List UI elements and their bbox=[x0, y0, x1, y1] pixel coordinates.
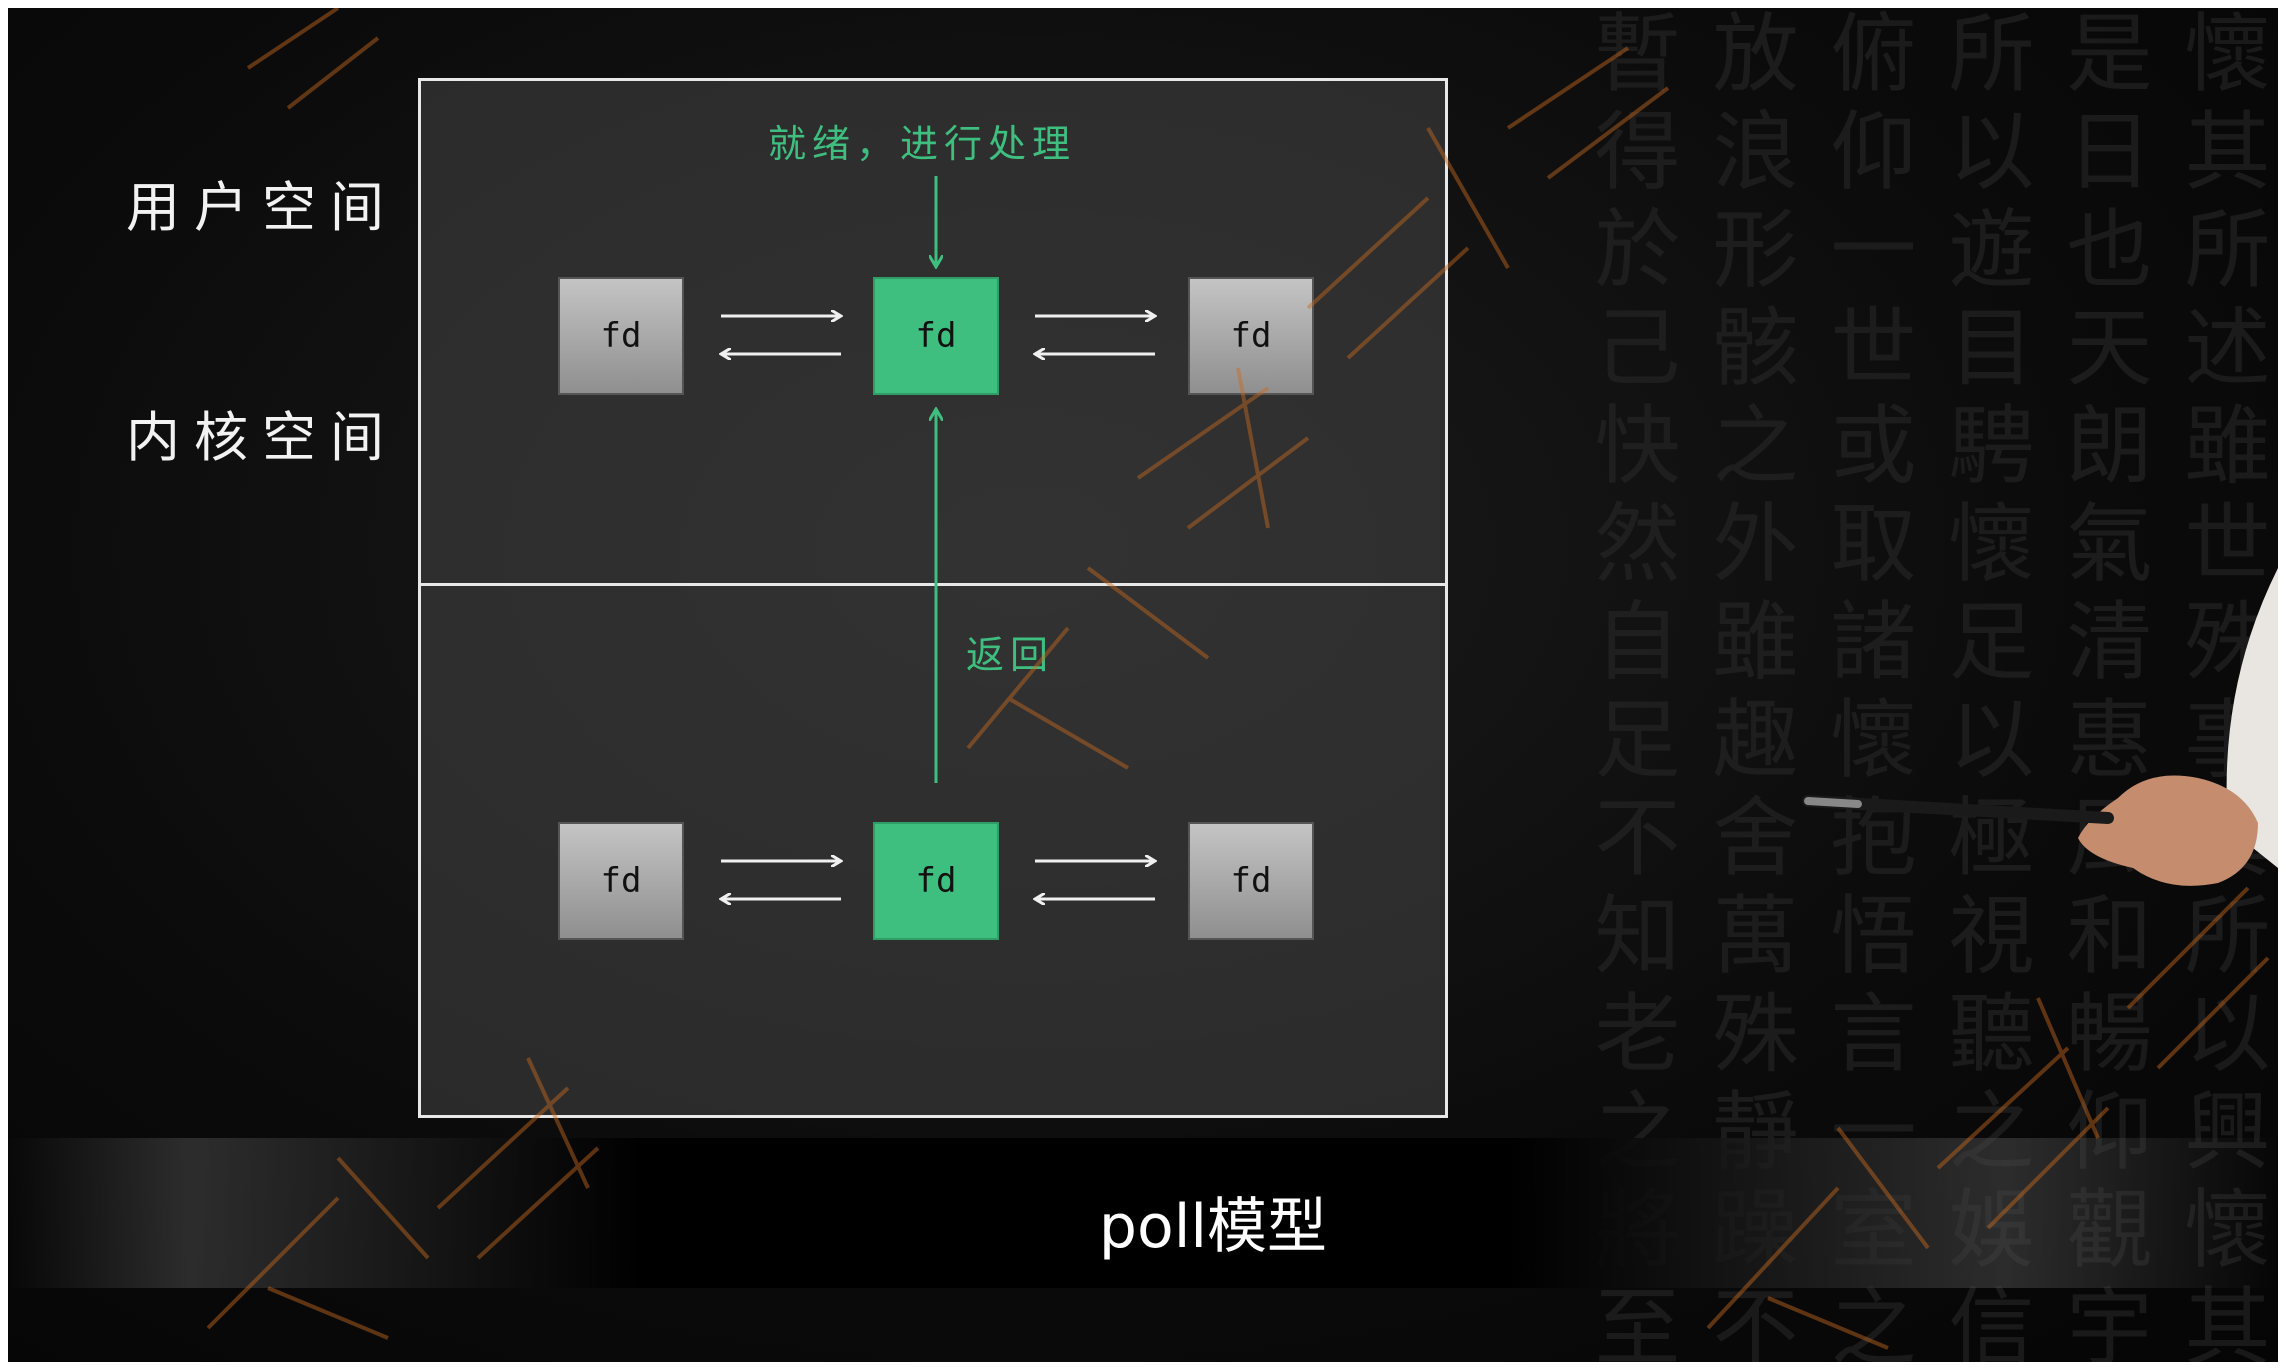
slide-caption: poll模型 bbox=[1098, 1192, 1328, 1262]
video-frame: 懷其所述雖世殊事異所以興懷其致一也後之覽者亦將有感於斯文 是日也天朗氣清惠風和暢… bbox=[8, 8, 2278, 1362]
diagram-arrows bbox=[421, 176, 1445, 1115]
user-fd-left: fd bbox=[558, 277, 684, 395]
caption-band bbox=[8, 1138, 2278, 1288]
kernel-fd-left: fd bbox=[558, 822, 684, 940]
user-fd-center: fd bbox=[873, 277, 999, 395]
kernel-fd-center: fd bbox=[873, 822, 999, 940]
space-divider bbox=[421, 583, 1445, 586]
double-arrow-icon bbox=[721, 861, 841, 899]
double-arrow-icon bbox=[721, 316, 841, 354]
pen-pointer-icon bbox=[1802, 568, 2278, 886]
user-space-label: 用户空间 bbox=[126, 176, 398, 239]
kernel-space-label: 内核空间 bbox=[126, 406, 398, 469]
poll-diagram: 就绪，进行处理 返回 fd fd fd fd fd fd bbox=[418, 78, 1448, 1118]
user-fd-right: fd bbox=[1188, 277, 1314, 395]
double-arrow-icon bbox=[1035, 861, 1155, 899]
kernel-fd-right: fd bbox=[1188, 822, 1314, 940]
ready-annotation: 就绪，进行处理 bbox=[768, 122, 1077, 166]
double-arrow-icon bbox=[1035, 316, 1155, 354]
return-annotation: 返回 bbox=[966, 633, 1055, 677]
